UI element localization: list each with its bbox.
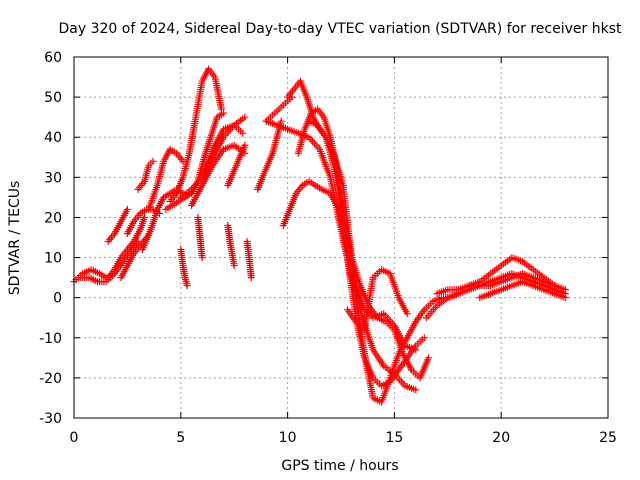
y-tick-label: -20 [39, 371, 62, 387]
series-arc-09 [134, 157, 157, 193]
y-tick-label: 40 [44, 130, 62, 146]
series-arc-30 [224, 221, 238, 270]
data-point [412, 386, 420, 394]
data-point [198, 254, 206, 262]
y-tick-label: -30 [39, 411, 62, 427]
data-point [247, 274, 255, 282]
series-arc-23 [343, 266, 411, 334]
y-tick-label: 60 [44, 50, 62, 66]
series-arc-28 [177, 246, 191, 290]
data-point [241, 113, 249, 121]
y-tick-label: 10 [44, 251, 62, 267]
data-point [230, 262, 238, 270]
data-point [425, 354, 433, 362]
series-arc-11 [166, 65, 225, 205]
x-tick-label: 0 [70, 430, 79, 446]
series-arc-26 [465, 254, 559, 290]
y-tick-label: 0 [53, 291, 62, 307]
x-axis-label: GPS time / hours [281, 458, 398, 474]
x-tick-label: 10 [279, 430, 297, 446]
data-point [551, 282, 559, 290]
data-point [183, 282, 191, 290]
series-arc-14 [198, 121, 247, 181]
axis-ticks: 0 5 10 15 20 25 -30 -20 -10 0 10 20 30 40 50 60 [39, 50, 617, 446]
series-arc-31 [243, 238, 255, 282]
series-arc-17 [262, 93, 296, 125]
y-axis-label: SDTVAR / TECUs [7, 181, 23, 296]
data-point [420, 334, 428, 342]
x-tick-label: 20 [492, 430, 510, 446]
series-arc-16 [254, 117, 285, 193]
data-point [403, 310, 411, 318]
x-tick-label: 25 [599, 430, 617, 446]
data-point [217, 105, 225, 113]
data-point [140, 213, 148, 221]
plot-frame [73, 56, 609, 419]
data-point [561, 294, 569, 302]
chart-title: Day 320 of 2024, Sidereal Day-to-day VTE… [59, 21, 622, 37]
y-tick-label: 20 [44, 210, 62, 226]
data-series [70, 65, 569, 406]
x-tick-label: 5 [176, 430, 185, 446]
series-arc-04 [104, 205, 131, 246]
y-tick-label: 30 [44, 170, 62, 186]
data-point [241, 141, 249, 149]
data-point [123, 205, 131, 213]
series-arc-08 [145, 145, 187, 213]
y-tick-label: 50 [44, 90, 62, 106]
series-arc-13 [187, 141, 249, 209]
series-arc-29 [194, 213, 206, 262]
grid [74, 57, 608, 418]
data-point [149, 157, 157, 165]
series-arc-15 [224, 141, 249, 189]
data-point [239, 129, 247, 137]
x-tick-label: 15 [385, 430, 403, 446]
series-arc-27 [476, 278, 569, 302]
y-tick-label: -10 [39, 331, 62, 347]
series-arc-03 [104, 213, 148, 282]
data-point [220, 109, 228, 117]
